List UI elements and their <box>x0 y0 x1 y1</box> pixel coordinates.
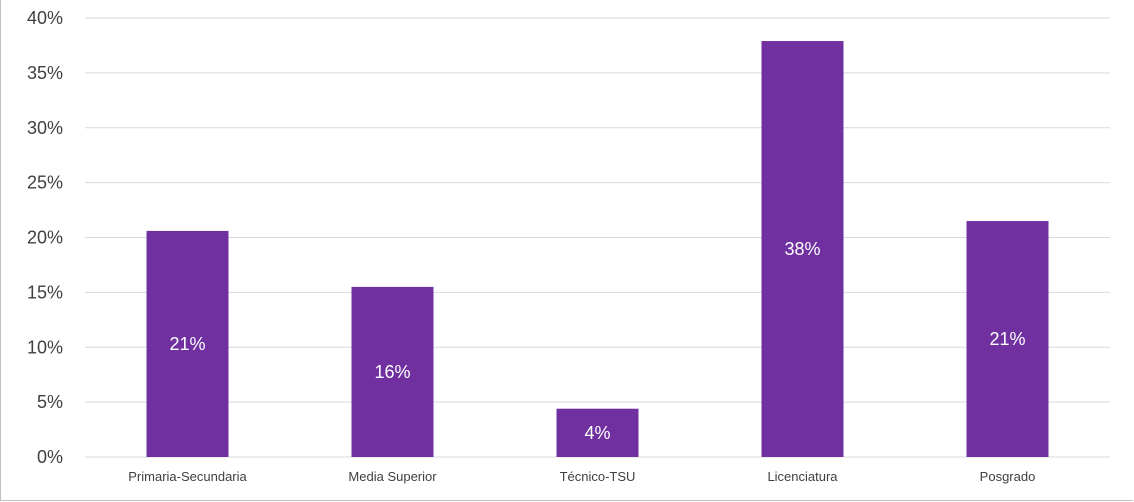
x-category-label: Primaria-Secundaria <box>128 469 247 484</box>
gridlines <box>85 17 1110 458</box>
y-tick-label: 25% <box>27 173 63 193</box>
bar <box>351 286 434 457</box>
bar <box>556 408 639 457</box>
bar <box>761 41 844 458</box>
y-tick-label: 0% <box>37 447 63 467</box>
data-label: 21% <box>169 334 205 354</box>
bar <box>966 221 1049 457</box>
y-tick-label: 20% <box>27 228 63 248</box>
data-label: 4% <box>584 423 610 443</box>
x-category-label: Licenciatura <box>767 469 838 484</box>
data-label: 16% <box>374 362 410 382</box>
x-category-label: Media Superior <box>348 469 437 484</box>
x-category-label: Posgrado <box>980 469 1036 484</box>
x-category-label: Técnico-TSU <box>560 469 636 484</box>
x-axis-category-labels: Primaria-Secundaria Media Superior Técnico… <box>128 469 1035 484</box>
y-tick-label: 35% <box>27 63 63 83</box>
y-axis-tick-labels: 0% 5% 10% 15% 20% 25% 30% 35% 40% <box>27 8 63 467</box>
bar <box>146 230 229 457</box>
data-label: 21% <box>989 329 1025 349</box>
y-tick-label: 30% <box>27 118 63 138</box>
y-tick-label: 5% <box>37 392 63 412</box>
data-labels: 21% 16% 4% 38% 21% <box>169 239 1025 443</box>
bars <box>146 41 1049 458</box>
y-tick-label: 40% <box>27 8 63 28</box>
y-tick-label: 15% <box>27 282 63 302</box>
y-tick-label: 10% <box>27 337 63 357</box>
data-label: 38% <box>784 239 820 259</box>
